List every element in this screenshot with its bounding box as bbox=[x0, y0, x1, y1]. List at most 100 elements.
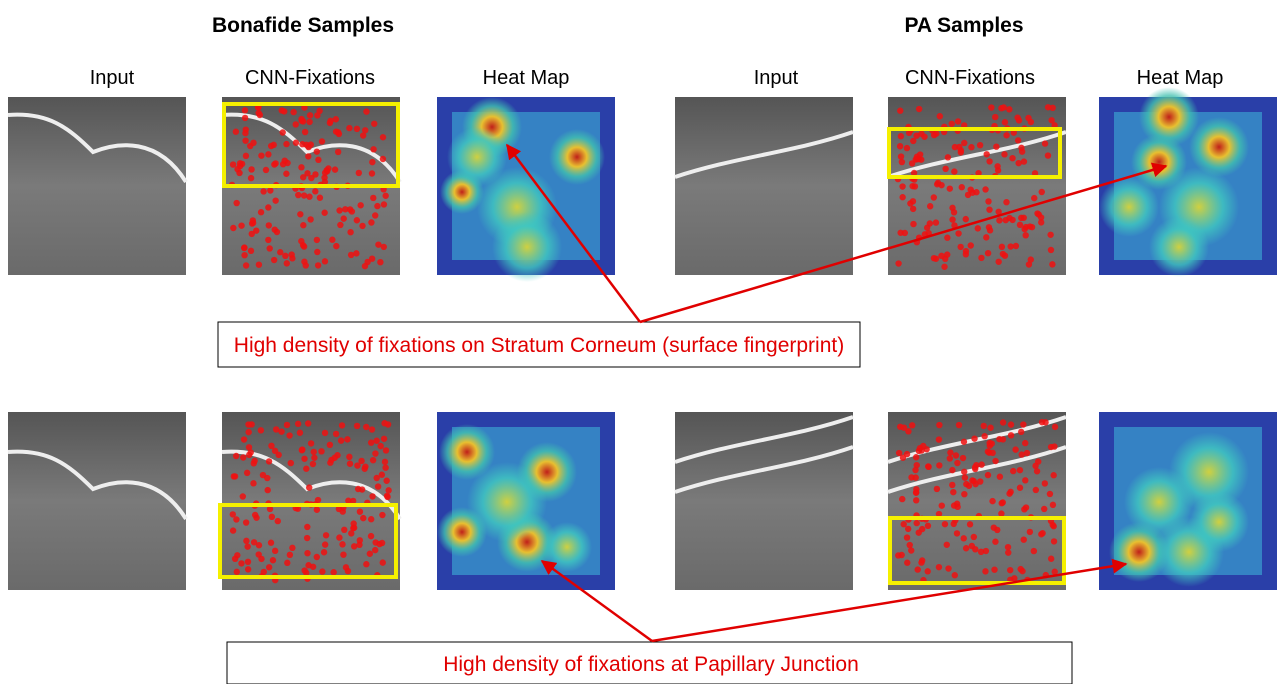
fixation bbox=[271, 226, 278, 233]
fixation bbox=[229, 511, 237, 518]
fixation bbox=[230, 224, 237, 232]
fixation bbox=[305, 143, 312, 151]
fixation bbox=[1015, 117, 1023, 124]
fixation bbox=[304, 523, 311, 531]
fixation bbox=[240, 244, 248, 252]
fixation bbox=[265, 222, 272, 229]
fixation bbox=[895, 260, 902, 267]
fixation bbox=[348, 530, 355, 537]
fixation bbox=[1046, 490, 1054, 498]
fixation bbox=[986, 439, 993, 447]
fixation bbox=[295, 191, 302, 199]
fixation bbox=[969, 477, 976, 484]
fixation bbox=[933, 181, 941, 188]
fixation bbox=[1009, 216, 1016, 224]
fixation bbox=[999, 499, 1006, 506]
fixation bbox=[1033, 468, 1041, 475]
fixation bbox=[904, 559, 911, 566]
fixation bbox=[268, 513, 276, 521]
fixation bbox=[363, 561, 370, 568]
fixation bbox=[298, 164, 305, 171]
fixation bbox=[332, 116, 340, 123]
fixation bbox=[245, 444, 253, 451]
fixation bbox=[232, 128, 240, 135]
fixation bbox=[976, 141, 984, 149]
group-title: Bonafide Samples bbox=[212, 14, 394, 37]
heat-spot bbox=[1099, 177, 1159, 237]
fixation bbox=[278, 428, 285, 435]
group-title: PA Samples bbox=[904, 14, 1023, 37]
annotation-box bbox=[217, 321, 861, 368]
fixation bbox=[943, 541, 950, 548]
fixation bbox=[936, 113, 944, 120]
heat-spot bbox=[439, 424, 495, 480]
fixation bbox=[242, 126, 249, 133]
fixation bbox=[941, 520, 949, 528]
fixation bbox=[955, 421, 963, 429]
fixation bbox=[1049, 501, 1057, 509]
fixation bbox=[1007, 421, 1015, 428]
fixation bbox=[281, 108, 288, 115]
fixation bbox=[998, 510, 1005, 517]
fixation bbox=[924, 568, 931, 575]
heat-spot bbox=[1149, 217, 1209, 277]
fixation bbox=[379, 559, 386, 566]
fixation bbox=[974, 225, 981, 232]
fixation bbox=[944, 154, 952, 161]
fixation bbox=[959, 454, 967, 462]
fixation bbox=[1050, 538, 1058, 545]
fixation bbox=[304, 170, 311, 177]
fixation bbox=[346, 453, 353, 461]
fixation bbox=[236, 160, 244, 167]
fixation bbox=[1022, 504, 1030, 511]
fixation bbox=[369, 158, 376, 166]
fixation bbox=[905, 428, 912, 435]
fixation bbox=[312, 188, 319, 195]
surface-line bbox=[674, 415, 854, 464]
fixation bbox=[241, 114, 249, 122]
fixation bbox=[267, 539, 275, 546]
fixation bbox=[969, 189, 976, 196]
fixation bbox=[1038, 188, 1045, 196]
fixation bbox=[342, 564, 350, 571]
surface-line bbox=[7, 449, 188, 521]
surface-line bbox=[674, 445, 854, 494]
fixation bbox=[367, 439, 375, 446]
fixation bbox=[369, 493, 376, 500]
fixation bbox=[989, 449, 996, 457]
fixation bbox=[1016, 221, 1024, 229]
fixation bbox=[265, 458, 273, 465]
fixation bbox=[992, 457, 999, 465]
fixation bbox=[350, 524, 357, 532]
fixation bbox=[978, 254, 985, 262]
fixation bbox=[306, 193, 313, 200]
heat-spot bbox=[1189, 492, 1249, 552]
fixation bbox=[1001, 119, 1009, 126]
fixation bbox=[313, 506, 321, 513]
fixation bbox=[1012, 446, 1019, 453]
fixation bbox=[266, 505, 274, 513]
highlight-box bbox=[887, 127, 1062, 179]
fixation bbox=[272, 160, 279, 167]
fixation bbox=[310, 448, 317, 456]
fixation bbox=[336, 534, 343, 541]
fixation bbox=[346, 124, 353, 132]
fixation bbox=[255, 542, 263, 549]
fixation bbox=[245, 451, 253, 459]
fixation bbox=[265, 204, 272, 211]
fixation bbox=[250, 539, 258, 546]
fixation bbox=[250, 139, 257, 147]
fixation bbox=[380, 435, 388, 442]
fixation bbox=[242, 152, 250, 160]
fixation bbox=[971, 464, 979, 471]
fixation bbox=[932, 219, 940, 226]
fixation bbox=[321, 429, 329, 437]
fixation bbox=[368, 170, 376, 177]
fixation bbox=[901, 229, 909, 237]
fixation bbox=[966, 521, 974, 528]
fixation bbox=[353, 217, 361, 224]
fixation bbox=[314, 112, 321, 119]
fixation bbox=[988, 104, 995, 111]
fixation bbox=[967, 242, 974, 249]
fixation bbox=[913, 489, 920, 496]
